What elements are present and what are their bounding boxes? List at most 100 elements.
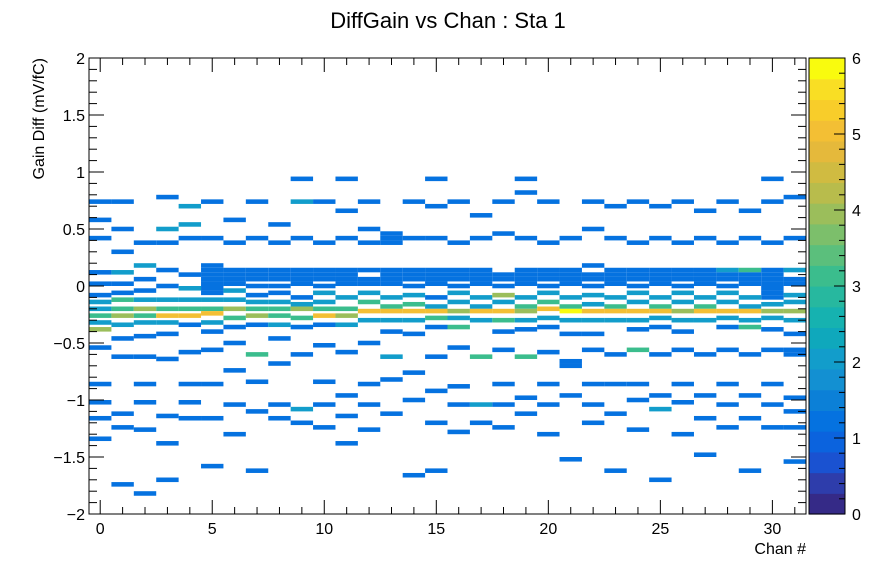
heatmap-cell <box>514 190 538 195</box>
heatmap-cell <box>604 411 627 416</box>
heatmap-cell <box>581 283 605 289</box>
heatmap-cell <box>111 313 134 318</box>
heatmap-cell <box>738 317 762 323</box>
x-tick-label: 15 <box>427 521 445 538</box>
y-axis-title: Gain Diff (mV/fC) <box>31 58 48 180</box>
heatmap-cell <box>425 235 448 241</box>
heatmap-cell <box>313 199 336 204</box>
colorbar-segment <box>809 306 845 329</box>
heatmap-cell <box>671 400 694 405</box>
heatmap-cell <box>626 397 650 403</box>
heatmap-cell <box>716 308 739 314</box>
heatmap-cell <box>537 402 560 407</box>
heatmap-cell <box>738 304 762 309</box>
heatmap-cell <box>335 413 358 419</box>
heatmap-cell <box>402 331 426 337</box>
colorbar-segment <box>809 389 845 411</box>
heatmap-cell <box>380 377 403 382</box>
heatmap-cell <box>738 393 762 398</box>
heatmap-cell <box>559 393 582 398</box>
heatmap-cell <box>761 425 784 430</box>
heatmap-cell <box>380 317 403 323</box>
y-tick-label: −0.5 <box>53 336 85 353</box>
heatmap-cell <box>201 463 224 469</box>
heatmap-cell <box>649 272 672 277</box>
heatmap-cell <box>425 272 448 277</box>
heatmap-cell <box>537 324 560 330</box>
heatmap-cell <box>335 235 358 241</box>
heatmap-cell <box>581 272 605 277</box>
x-tick-label: 25 <box>651 521 669 538</box>
heatmap-cell <box>716 425 739 430</box>
heatmap-cell <box>649 295 672 300</box>
heatmap-cell <box>335 441 358 446</box>
x-axis-title: Chan # <box>754 541 806 558</box>
heatmap-cell <box>156 413 179 419</box>
heatmap-cell <box>380 295 403 300</box>
heatmap-cell <box>425 324 448 330</box>
heatmap-cell <box>290 352 314 357</box>
heatmap-cell <box>671 276 694 282</box>
heatmap-cell <box>783 395 806 400</box>
heatmap-cell <box>783 292 806 298</box>
heatmap-cell <box>111 425 134 430</box>
heatmap-cell <box>738 308 762 314</box>
heatmap-cell <box>649 352 672 357</box>
heatmap-cell <box>447 402 470 407</box>
heatmap-cell <box>492 292 515 298</box>
heatmap-cell <box>133 306 157 312</box>
heatmap-cell <box>537 272 560 277</box>
heatmap-cell <box>559 363 582 369</box>
heatmap-cell <box>201 415 224 421</box>
heatmap-cell <box>156 194 179 200</box>
heatmap-cell <box>514 267 538 273</box>
heatmap-cell <box>514 411 538 416</box>
heatmap-cell <box>581 317 605 323</box>
heatmap-cell <box>716 272 739 277</box>
heatmap-cell <box>223 276 246 282</box>
heatmap-cell <box>89 320 112 325</box>
heatmap-cell <box>581 226 605 232</box>
heatmap-cell <box>761 240 784 245</box>
heatmap-cell <box>581 402 605 407</box>
heatmap-cell <box>761 315 784 321</box>
heatmap-cell <box>469 308 493 314</box>
heatmap-cell <box>223 431 246 437</box>
heatmap-cell <box>492 276 515 282</box>
colorbar-segment <box>809 431 845 453</box>
colorbar-segment <box>809 472 845 494</box>
heatmap-cell <box>604 304 627 309</box>
heatmap-cell <box>223 306 246 312</box>
heatmap-cell <box>514 304 538 309</box>
y-tick-label: 1 <box>76 165 85 182</box>
heatmap-cell <box>268 299 291 305</box>
colorbar-tick-label: 2 <box>852 355 861 372</box>
heatmap-cell <box>604 267 627 273</box>
heatmap-cell <box>671 299 694 305</box>
heatmap-cell <box>492 317 515 323</box>
heatmap-cell <box>268 283 291 289</box>
heatmap-cell <box>783 235 806 241</box>
heatmap-cell <box>738 468 762 473</box>
heatmap-cell <box>671 199 694 204</box>
heatmap-cell <box>761 381 784 387</box>
heatmap-cell <box>514 276 538 282</box>
heatmap-cell <box>89 381 112 387</box>
heatmap-cell <box>738 295 762 300</box>
heatmap-cell <box>447 276 470 282</box>
heatmap-cell <box>716 240 739 245</box>
heatmap-cell <box>89 292 112 298</box>
heatmap-cell <box>402 397 426 403</box>
colorbar-segment <box>809 120 845 142</box>
heatmap-cell <box>761 176 784 182</box>
heatmap-cell <box>447 283 470 289</box>
heatmap-cell <box>245 235 269 241</box>
heatmap-cell <box>133 381 157 387</box>
heatmap-cell <box>559 267 582 273</box>
heatmap-cell <box>156 313 179 318</box>
heatmap-cell <box>380 240 403 245</box>
heatmap-cell <box>133 240 157 245</box>
heatmap-cell <box>671 290 694 296</box>
heatmap-cell <box>245 352 269 357</box>
